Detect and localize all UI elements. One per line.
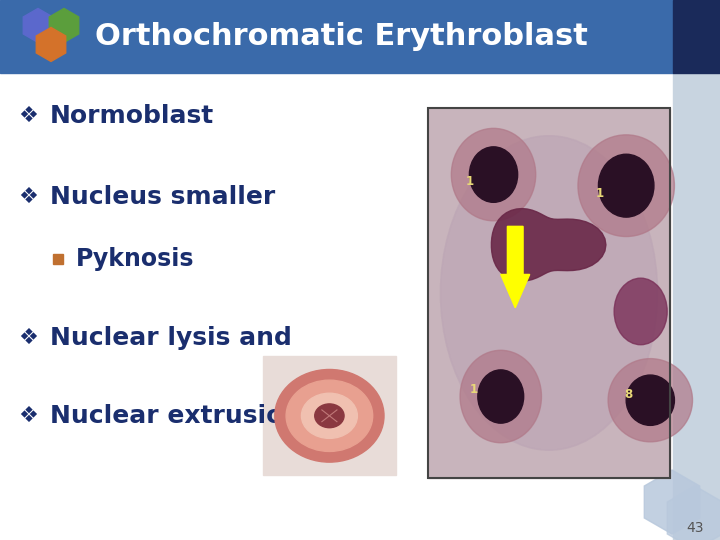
Bar [673, 0, 720, 73]
Bar [428, 108, 670, 478]
Bar [673, 0, 720, 540]
FancyArrow shape [501, 226, 530, 308]
Ellipse shape [614, 278, 667, 345]
Polygon shape [667, 486, 720, 540]
Text: Pyknosis: Pyknosis [76, 247, 194, 271]
Ellipse shape [315, 404, 344, 428]
Ellipse shape [302, 393, 357, 438]
Ellipse shape [286, 380, 373, 451]
Ellipse shape [578, 135, 675, 237]
Bar [263, 356, 396, 475]
Polygon shape [49, 9, 78, 43]
Text: 43: 43 [686, 521, 703, 535]
Bar [0, 0, 673, 73]
Polygon shape [644, 470, 700, 534]
Polygon shape [492, 208, 606, 281]
Text: 8: 8 [624, 388, 633, 401]
Ellipse shape [441, 136, 657, 450]
Ellipse shape [608, 359, 693, 442]
Text: ❖: ❖ [18, 187, 38, 207]
Text: Normoblast: Normoblast [50, 104, 215, 128]
Text: ❖: ❖ [18, 106, 38, 126]
Text: Nuclear lysis and: Nuclear lysis and [50, 326, 292, 349]
Text: ❖: ❖ [18, 327, 38, 348]
Text: Nuclear extrusion: Nuclear extrusion [50, 404, 301, 428]
Bar [53, 254, 63, 264]
Ellipse shape [451, 129, 536, 221]
Text: 1: 1 [595, 187, 603, 200]
Ellipse shape [626, 375, 675, 426]
Text: Nucleus smaller: Nucleus smaller [50, 185, 275, 209]
Ellipse shape [460, 350, 541, 443]
Text: Orthochromatic Erythroblast: Orthochromatic Erythroblast [95, 22, 588, 51]
Bar [428, 108, 670, 478]
Polygon shape [36, 28, 66, 62]
Ellipse shape [441, 136, 657, 450]
Text: 1: 1 [470, 383, 478, 396]
Ellipse shape [275, 369, 384, 462]
Ellipse shape [478, 370, 523, 423]
Ellipse shape [598, 154, 654, 217]
Polygon shape [23, 9, 53, 43]
Text: 1: 1 [465, 176, 474, 188]
Text: ❖: ❖ [18, 406, 38, 426]
Ellipse shape [469, 147, 518, 202]
